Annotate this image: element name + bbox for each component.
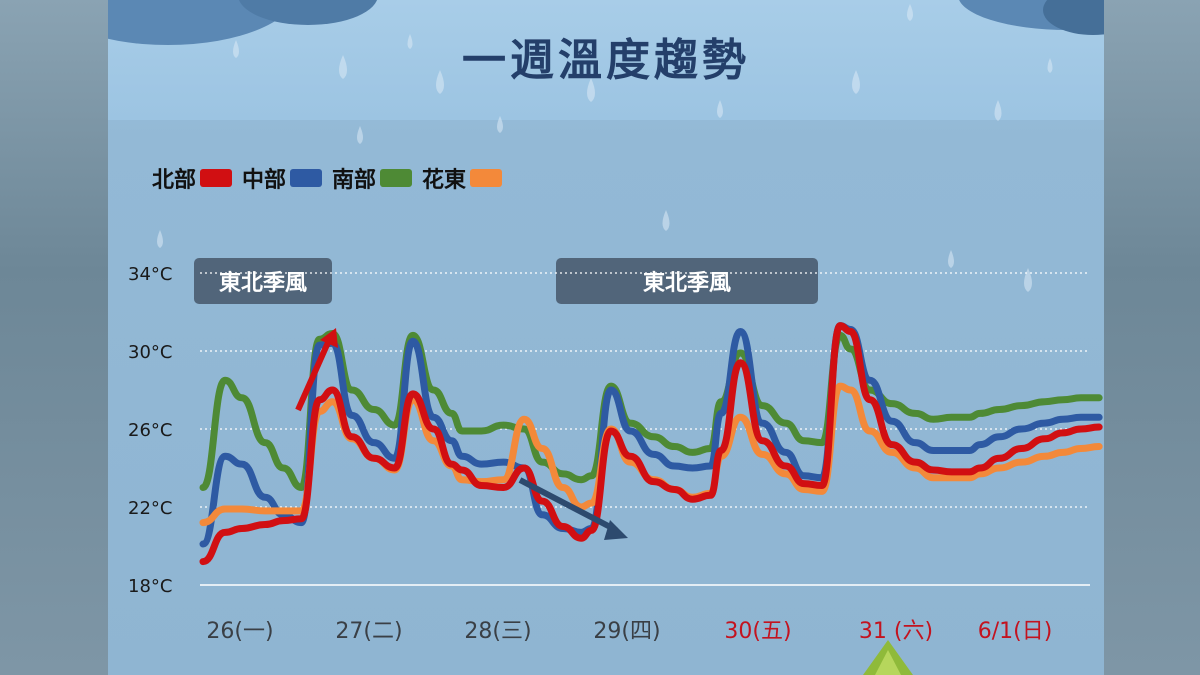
legend-label-central: 中部 bbox=[242, 168, 287, 193]
raindrop-icon bbox=[662, 210, 670, 231]
monsoon-badge-2: 東北季風 bbox=[556, 258, 818, 304]
y-tick-label: 22°C bbox=[128, 498, 172, 519]
rain-decoration bbox=[108, 0, 1104, 292]
raindrop-icon bbox=[157, 230, 163, 248]
raindrop-icon bbox=[717, 100, 723, 118]
raindrop-icon bbox=[1047, 58, 1053, 73]
x-tick-label: 26(一) bbox=[206, 619, 273, 644]
trend-arrows bbox=[295, 328, 628, 540]
raindrop-icon bbox=[357, 126, 363, 144]
y-tick-label: 26°C bbox=[128, 420, 172, 441]
raindrops bbox=[157, 4, 1053, 292]
raindrop-icon bbox=[852, 70, 860, 94]
legend-swatch-south bbox=[380, 169, 413, 187]
cloud-left-icon bbox=[108, 0, 296, 45]
x-axis-ticks: 26(一) 27(二) 28(三) 29(四) 30(五) 31 (六) 6/1(日) bbox=[206, 619, 1052, 644]
y-axis-ticks: 34°C 30°C 26°C 22°C 18°C bbox=[128, 264, 172, 597]
series-line-central bbox=[199, 322, 1103, 548]
monsoon-badge-1: 東北季風 bbox=[194, 258, 332, 304]
right-blur-background bbox=[1104, 0, 1200, 675]
legend-label-south: 南部 bbox=[332, 168, 377, 193]
raindrop-icon bbox=[994, 100, 1002, 121]
y-tick-label: 34°C bbox=[128, 264, 172, 285]
raindrop-icon bbox=[339, 55, 347, 79]
rice-dumpling-icon bbox=[863, 640, 913, 675]
infographic-panel: 一週溫度趨勢 北部 中部 南部 花東 東北季風 東北季風 34°C 30°C 26°… bbox=[108, 0, 1104, 675]
raindrop-icon bbox=[948, 250, 954, 268]
left-blur-background bbox=[0, 0, 108, 675]
raindrop-icon bbox=[1024, 268, 1032, 292]
legend-swatch-central bbox=[290, 169, 323, 187]
x-tick-label: 6/1(日) bbox=[978, 619, 1053, 644]
raindrop-icon bbox=[497, 116, 503, 133]
legend-swatch-east bbox=[470, 169, 503, 187]
raindrop-icon bbox=[587, 78, 595, 102]
chart-grid bbox=[200, 272, 1090, 586]
legend-label-north: 北部 bbox=[152, 168, 197, 193]
raindrop-icon bbox=[907, 4, 913, 21]
page-title: 一週溫度趨勢 bbox=[462, 35, 750, 86]
falling-arrow-icon bbox=[518, 477, 618, 533]
x-tick-label: 28(三) bbox=[464, 619, 531, 644]
rising-arrowhead-icon bbox=[320, 328, 338, 348]
falling-arrowhead-icon bbox=[604, 520, 628, 540]
legend: 北部 中部 南部 花東 bbox=[152, 165, 512, 193]
x-tick-label: 29(四) bbox=[593, 619, 660, 644]
temperature-chart: 34°C 30°C 26°C 22°C 18°C 26(一) 27(二) 28(三) 29(四… bbox=[128, 264, 1103, 675]
cloud-left-small-icon bbox=[238, 0, 378, 25]
y-tick-label: 18°C bbox=[128, 576, 172, 597]
series-line-north bbox=[199, 322, 1103, 566]
series-lines bbox=[199, 322, 1103, 566]
legend-swatch-north bbox=[200, 169, 233, 187]
x-tick-label: 31 (六) bbox=[859, 619, 933, 644]
x-tick-label: 30(五) bbox=[724, 619, 791, 644]
raindrop-icon bbox=[436, 70, 444, 94]
raindrop-icon bbox=[407, 34, 413, 49]
legend-label-east: 花東 bbox=[422, 168, 467, 193]
x-tick-label: 27(二) bbox=[335, 619, 402, 644]
raindrop-icon bbox=[233, 40, 239, 58]
y-tick-label: 30°C bbox=[128, 342, 172, 363]
rising-arrow-icon bbox=[295, 336, 333, 412]
cloud-right-small-icon bbox=[1043, 0, 1104, 35]
